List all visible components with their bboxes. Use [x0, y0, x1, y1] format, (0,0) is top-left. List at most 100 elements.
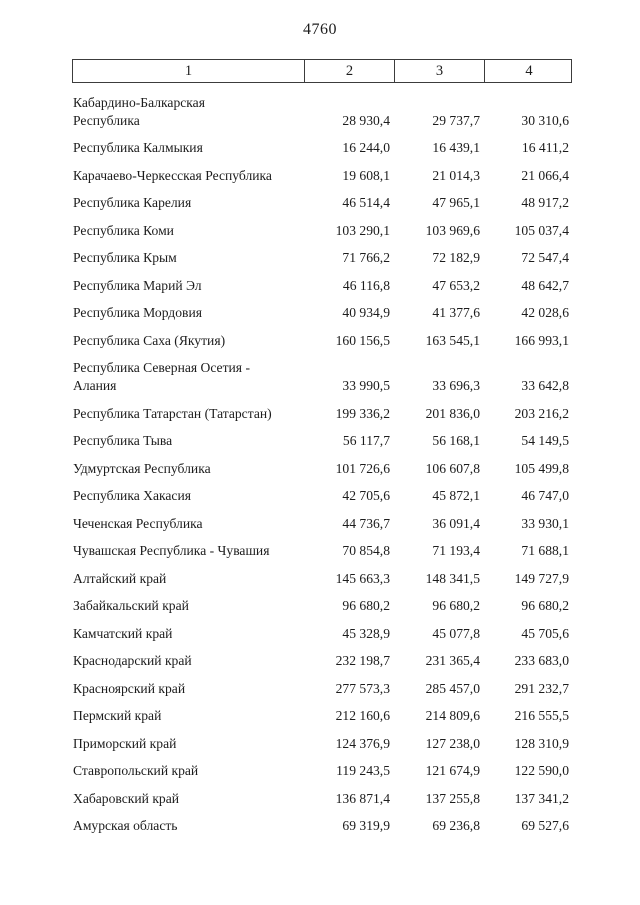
value-cell: 105 037,4 — [514, 222, 569, 238]
value-cell: 72 547,4 — [521, 250, 569, 265]
region-name: Амурская область — [73, 818, 178, 833]
region-name: Республика Мордовия — [73, 305, 202, 320]
value-cell: 21 066,4 — [521, 167, 569, 183]
regions-table: 1 2 3 4 Кабардино-Балкарская Республика 2… — [72, 59, 572, 835]
table-header-row: 1 2 3 4 — [72, 59, 572, 83]
value-cell: 33 642,8 — [521, 378, 569, 393]
value-cell: 71 688,1 — [521, 543, 569, 558]
table-row: Республика Мордовия 40 934,9 41 377,6 42 02… — [72, 295, 572, 323]
value-cell: 42 705,6 — [342, 488, 390, 503]
table-row: Республика Саха (Якутия) 160 156,5 163 545… — [72, 322, 572, 350]
value-cell: 216 555,5 — [514, 708, 569, 723]
value-cell: 36 091,4 — [432, 515, 480, 531]
value-cell: 148 341,5 — [425, 570, 480, 586]
value-cell: 69 527,6 — [521, 818, 569, 833]
value-cell: 233 683,0 — [514, 653, 569, 668]
value-cell: 163 545,1 — [425, 332, 480, 348]
table-row: Забайкальский край 96 680,2 96 680,2 96 680… — [72, 588, 572, 616]
region-name: Республика Хакасия — [73, 488, 191, 503]
region-name: Алтайский край — [73, 570, 167, 586]
value-cell: 124 376,9 — [335, 735, 390, 751]
value-cell: 136 871,4 — [335, 790, 390, 806]
value-cell: 40 934,9 — [342, 305, 390, 320]
value-cell: 16 439,1 — [432, 140, 480, 155]
value-cell: 199 336,2 — [335, 405, 390, 421]
table-row: Республика Крым 71 766,2 72 182,9 72 547,4 — [72, 240, 572, 268]
table-row: Амурская область 69 319,9 69 236,8 69 527,6 — [72, 808, 572, 836]
value-cell: 127 238,0 — [425, 735, 480, 751]
region-name: Приморский край — [73, 735, 177, 751]
value-cell: 70 854,8 — [342, 543, 390, 558]
table-row: Республика Калмыкия 16 244,0 16 439,1 16 41… — [72, 130, 572, 158]
value-cell: 33 696,3 — [432, 378, 480, 393]
value-cell: 16 411,2 — [521, 140, 569, 155]
value-cell: 96 680,2 — [521, 598, 569, 613]
value-cell: 21 014,3 — [432, 167, 480, 183]
region-name: Хабаровский край — [73, 790, 180, 806]
value-cell: 69 319,9 — [342, 818, 390, 833]
region-name: Карачаево-Черкесская Республика — [73, 167, 272, 183]
region-name: Пермский край — [73, 708, 162, 723]
table-row: Камчатский край 45 328,9 45 077,8 45 705,6 — [72, 615, 572, 643]
value-cell: 166 993,1 — [514, 332, 569, 348]
value-cell: 33 930,1 — [521, 515, 569, 531]
region-name: Краснодарский край — [73, 653, 192, 668]
table-row: Чувашская Республика - Чувашия 70 854,8 71… — [72, 533, 572, 561]
value-cell: 56 168,1 — [432, 433, 480, 448]
value-cell: 45 328,9 — [342, 625, 390, 641]
value-cell: 56 117,7 — [342, 433, 390, 448]
table-row: Республика Карелия 46 514,4 47 965,1 48 917… — [72, 185, 572, 213]
region-name: Республика Марий Эл — [73, 277, 202, 293]
region-name: Красноярский край — [73, 680, 186, 696]
table-row: Ставропольский край 119 243,5 121 674,9 122… — [72, 753, 572, 781]
region-name: Чувашская Республика - Чувашия — [73, 543, 270, 558]
table-row: Республика Татарстан (Татарстан) 199 336,… — [72, 395, 572, 423]
table-row: Кабардино-Балкарская Республика 28 930,4 2… — [72, 84, 572, 130]
value-cell: 101 726,6 — [335, 460, 390, 476]
value-cell: 16 244,0 — [342, 140, 390, 155]
table-row: Чеченская Республика 44 736,7 36 091,4 33 9… — [72, 505, 572, 533]
table-row: Республика Тыва 56 117,7 56 168,1 54 149,5 — [72, 423, 572, 451]
value-cell: 285 457,0 — [425, 680, 480, 696]
region-name: Кабардино-Балкарская Республика — [73, 94, 205, 128]
column-header-3: 3 — [394, 60, 484, 82]
value-cell: 201 836,0 — [425, 405, 480, 421]
value-cell: 291 232,7 — [514, 680, 569, 696]
value-cell: 106 607,8 — [425, 460, 480, 476]
value-cell: 54 149,5 — [521, 433, 569, 448]
table-row: Красноярский край 277 573,3 285 457,0 291 2… — [72, 670, 572, 698]
region-name: Республика Северная Осетия - Алания — [73, 360, 250, 393]
value-cell: 122 590,0 — [514, 763, 569, 778]
value-cell: 19 608,1 — [342, 167, 390, 183]
value-cell: 30 310,6 — [521, 112, 569, 128]
table-row: Пермский край 212 160,6 214 809,6 216 555,5 — [72, 698, 572, 726]
region-name: Республика Коми — [73, 222, 174, 238]
value-cell: 103 290,1 — [335, 222, 390, 238]
value-cell: 45 077,8 — [432, 625, 480, 641]
region-name: Республика Саха (Якутия) — [73, 332, 226, 348]
value-cell: 47 965,1 — [432, 195, 480, 210]
value-cell: 203 216,2 — [514, 405, 569, 421]
value-cell: 119 243,5 — [336, 763, 390, 778]
page-number: 4760 — [303, 21, 337, 38]
region-name: Республика Тыва — [73, 433, 173, 448]
column-header-1: 1 — [184, 62, 193, 79]
value-cell: 71 193,4 — [432, 543, 480, 558]
value-cell: 121 674,9 — [425, 763, 480, 778]
region-name: Республика Татарстан (Татарстан) — [73, 405, 272, 421]
region-name: Ставропольский край — [73, 763, 199, 778]
value-cell: 103 969,6 — [425, 222, 480, 238]
value-cell: 145 663,3 — [335, 570, 390, 586]
value-cell: 96 680,2 — [432, 598, 480, 613]
table-row: Республика Хакасия 42 705,6 45 872,1 46 747… — [72, 478, 572, 506]
table-row: Республика Марий Эл 46 116,8 47 653,2 48 64… — [72, 267, 572, 295]
value-cell: 45 705,6 — [521, 625, 569, 641]
value-cell: 41 377,6 — [432, 305, 480, 320]
value-cell: 214 809,6 — [425, 708, 480, 723]
value-cell: 42 028,6 — [521, 305, 569, 320]
value-cell: 71 766,2 — [342, 250, 390, 265]
value-cell: 48 642,7 — [521, 277, 569, 293]
table-row: Краснодарский край 232 198,7 231 365,4 233 … — [72, 643, 572, 671]
value-cell: 137 341,2 — [514, 790, 569, 806]
